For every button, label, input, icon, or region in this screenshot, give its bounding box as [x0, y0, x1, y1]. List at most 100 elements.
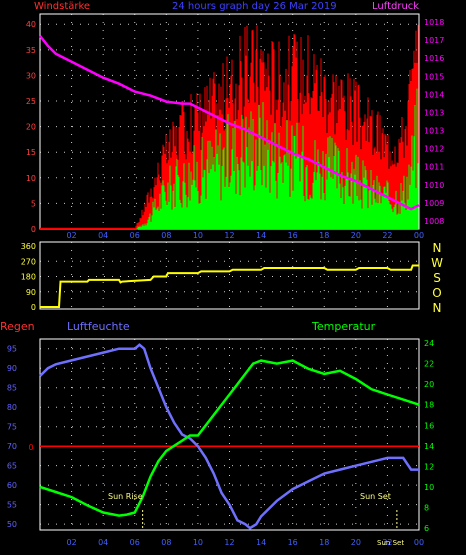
humidity-tick-label: 55 [7, 501, 17, 510]
direction-tick-label: 360 [21, 242, 36, 251]
time-tick-label: 14 [256, 538, 266, 547]
wind-tick-label: 25 [26, 97, 36, 106]
humidity-tick-label: 50 [7, 520, 17, 529]
sunset-label: Sun Set [360, 492, 391, 501]
time-tick-label: 18 [319, 538, 329, 547]
wind-tick-label: 35 [26, 46, 36, 55]
humidity-tick-label: 70 [7, 442, 17, 451]
time-tick-label: 22 [382, 231, 392, 240]
temperature-tick-label: 14 [424, 442, 434, 451]
temperature-tick-label: 8 [424, 503, 429, 512]
temperature-label: Temperatur [311, 320, 376, 333]
time-tick-label: 06 [130, 231, 140, 240]
time-tick-label: 16 [288, 538, 298, 547]
humidity-label: Luftfeuchte [67, 320, 130, 333]
sunset-bottom-label: Sun Set [377, 539, 404, 547]
humidity-temperature-series [39, 343, 420, 530]
time-tick-label: 08 [161, 231, 171, 240]
time-tick-label: 16 [288, 231, 298, 240]
humidity-temperature-panel [39, 338, 420, 531]
sunrise-label: Sun Rise [108, 492, 143, 501]
wind-tick-label: 30 [26, 71, 36, 80]
humidity-tick-label: 80 [7, 403, 17, 412]
time-tick-label: 04 [98, 538, 108, 547]
compass-label: W [431, 256, 443, 270]
direction-tick-label: 270 [21, 257, 36, 266]
pressure-tick-label: 1018 [424, 18, 444, 27]
time-tick-label: 10 [193, 538, 203, 547]
humidity-tick-label: 60 [7, 481, 17, 490]
compass-label: N [433, 301, 442, 315]
temperature-tick-label: 20 [424, 380, 434, 389]
wind-tick-label: 5 [31, 199, 36, 208]
pressure-series [39, 35, 420, 211]
pressure-tick-label: 1012 [424, 145, 444, 154]
humidity-temperature-grid [40, 339, 420, 530]
direction-panel [39, 241, 420, 310]
pressure-label: Luftdruck [372, 1, 419, 12]
wind-tick-label: 0 [31, 225, 36, 234]
pressure-tick-label: 1010 [424, 181, 444, 190]
pressure-tick-label: 1017 [424, 36, 444, 45]
direction-line [40, 264, 419, 308]
time-tick-label: 18 [319, 231, 329, 240]
pressure-tick-label: 1014 [424, 90, 444, 99]
direction-tick-label: 0 [31, 303, 36, 312]
humidity-tick-label: 85 [7, 384, 17, 393]
time-tick-label: 00 [414, 538, 424, 547]
pressure-tick-label: 1013 [424, 127, 444, 136]
pressure-tick-label: 1013 [424, 108, 444, 117]
humidity-tick-label: 75 [7, 423, 17, 432]
pressure-tick-label: 1008 [424, 217, 444, 226]
rain-tick-label: 0 [28, 443, 33, 452]
time-tick-label: 04 [98, 231, 108, 240]
direction-tick-label: 180 [21, 273, 36, 282]
time-tick-label: 02 [66, 231, 76, 240]
wind-label: Windstärke [34, 1, 90, 12]
temperature-tick-label: 16 [424, 421, 434, 430]
direction-series [40, 264, 419, 308]
temperature-tick-label: 10 [424, 483, 434, 492]
humidity-tick-label: 95 [7, 345, 17, 354]
time-tick-label: 20 [351, 538, 361, 547]
time-tick-label: 06 [130, 538, 140, 547]
pressure-line [39, 35, 420, 211]
pressure-tick-label: 1009 [424, 199, 444, 208]
time-tick-label: 00 [414, 231, 424, 240]
humidity-temperature-axes: 5055606570758085909568101214161820222402… [7, 339, 434, 547]
humidity-tick-label: 90 [7, 364, 17, 373]
wind-tick-label: 20 [26, 123, 36, 132]
time-tick-label: 12 [224, 538, 234, 547]
wind-average-series [136, 88, 419, 229]
humidity-tick-label: 65 [7, 462, 17, 471]
temperature-tick-label: 22 [424, 360, 434, 369]
temperature-tick-label: 24 [424, 339, 434, 348]
temperature-tick-label: 12 [424, 462, 434, 471]
wind-pressure-axes: 0510152025303540100810091010101110121013… [26, 18, 445, 240]
direction-tick-label: 90 [26, 288, 36, 297]
time-tick-label: 12 [224, 231, 234, 240]
compass-label: O [432, 286, 441, 300]
time-tick-label: 08 [161, 538, 171, 547]
wind-tick-label: 40 [26, 20, 36, 29]
time-tick-label: 14 [256, 231, 266, 240]
humidity-line [39, 343, 419, 530]
compass-label: S [433, 271, 441, 285]
rain-label: Regen [0, 320, 35, 333]
temperature-tick-label: 6 [424, 524, 429, 533]
time-tick-label: 20 [351, 231, 361, 240]
wind-tick-label: 15 [26, 148, 36, 157]
pressure-tick-label: 1015 [424, 72, 444, 81]
temperature-line [39, 359, 420, 517]
time-tick-label: 02 [66, 538, 76, 547]
time-tick-label: 10 [193, 231, 203, 240]
pressure-tick-label: 1016 [424, 54, 444, 63]
temperature-tick-label: 18 [424, 401, 434, 410]
pressure-tick-label: 1011 [424, 163, 444, 172]
time-tick-label: 22 [382, 538, 392, 547]
wind-tick-label: 10 [26, 174, 36, 183]
chart-title: 24 hours graph day 26 Mar 2019 [172, 1, 337, 12]
compass-label: N [433, 241, 442, 255]
